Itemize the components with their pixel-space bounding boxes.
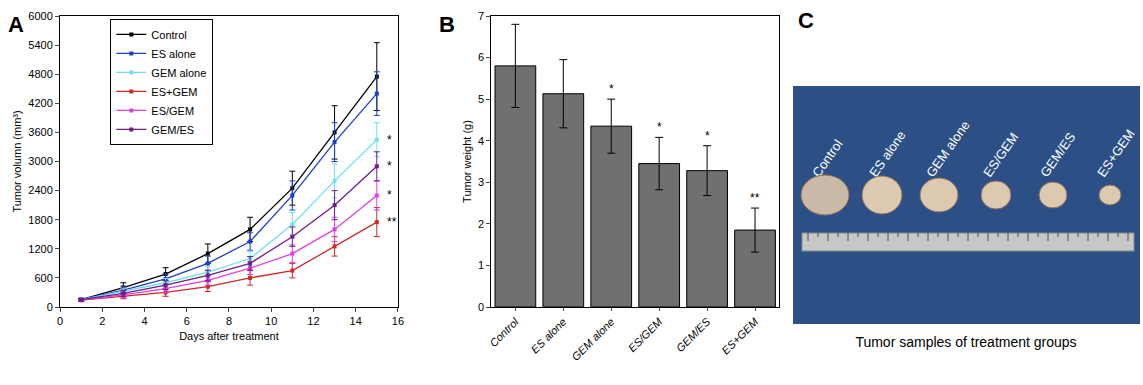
svg-text:GEM alone: GEM alone (151, 67, 206, 79)
svg-text:**: ** (387, 215, 397, 229)
svg-text:2400: 2400 (28, 184, 52, 196)
svg-text:C: C (798, 8, 814, 33)
svg-text:ES/GEM: ES/GEM (980, 130, 1021, 180)
svg-text:0: 0 (478, 301, 484, 313)
svg-text:0: 0 (47, 301, 53, 313)
svg-text:4800: 4800 (28, 68, 52, 80)
svg-text:ES+GEM: ES+GEM (151, 86, 197, 98)
svg-text:B: B (439, 12, 455, 37)
svg-text:Control: Control (809, 137, 845, 180)
svg-text:4200: 4200 (28, 97, 52, 109)
svg-text:3600: 3600 (28, 126, 52, 138)
svg-text:*: * (705, 129, 710, 143)
svg-text:16: 16 (392, 315, 404, 327)
svg-text:1: 1 (478, 259, 484, 271)
svg-text:Control: Control (151, 29, 186, 41)
svg-text:ES alone: ES alone (866, 128, 909, 180)
svg-text:6: 6 (184, 315, 190, 327)
svg-text:ES alone: ES alone (151, 48, 196, 60)
svg-text:Control: Control (487, 315, 521, 349)
svg-text:2: 2 (99, 315, 105, 327)
svg-text:600: 600 (34, 272, 52, 284)
svg-text:14: 14 (350, 315, 362, 327)
svg-text:1200: 1200 (28, 243, 52, 255)
svg-text:*: * (609, 82, 614, 96)
svg-text:*: * (387, 159, 392, 173)
svg-text:ES+GEM: ES+GEM (719, 315, 761, 357)
svg-text:*: * (387, 188, 392, 202)
svg-text:Tumor weight (g): Tumor weight (g) (461, 120, 473, 203)
svg-text:Tumor samples of treatment gro: Tumor samples of treatment groups (855, 334, 1076, 350)
svg-text:Days after treatment: Days after treatment (179, 330, 279, 342)
svg-text:10: 10 (265, 315, 277, 327)
svg-text:**: ** (750, 191, 760, 205)
svg-text:4: 4 (141, 315, 147, 327)
svg-text:ES/GEM: ES/GEM (151, 105, 194, 117)
svg-text:A: A (8, 12, 24, 37)
svg-text:3000: 3000 (28, 155, 52, 167)
svg-text:ES alone: ES alone (529, 316, 569, 356)
svg-text:*: * (657, 120, 662, 134)
svg-text:3: 3 (478, 176, 484, 188)
svg-text:6: 6 (478, 51, 484, 63)
svg-text:8: 8 (226, 315, 232, 327)
svg-text:ES+GEM: ES+GEM (1094, 126, 1138, 179)
svg-text:2: 2 (478, 218, 484, 230)
svg-text:GEM/ES: GEM/ES (1037, 129, 1078, 179)
svg-text:*: * (387, 133, 392, 147)
svg-text:GEM/ES: GEM/ES (674, 315, 713, 354)
svg-text:5: 5 (478, 93, 484, 105)
svg-text:6000: 6000 (28, 10, 52, 22)
svg-text:4: 4 (478, 135, 484, 147)
svg-text:1800: 1800 (28, 214, 52, 226)
svg-text:7: 7 (478, 10, 484, 22)
svg-text:0: 0 (57, 315, 63, 327)
svg-text:Tumor volumn (mm³): Tumor volumn (mm³) (11, 110, 23, 212)
svg-text:GEM alone: GEM alone (569, 316, 616, 363)
svg-text:12: 12 (307, 315, 319, 327)
svg-text:ES/GEM: ES/GEM (626, 315, 665, 354)
svg-text:GEM alone: GEM alone (923, 118, 973, 180)
svg-text:GEM/ES: GEM/ES (151, 124, 194, 136)
svg-text:5400: 5400 (28, 39, 52, 51)
